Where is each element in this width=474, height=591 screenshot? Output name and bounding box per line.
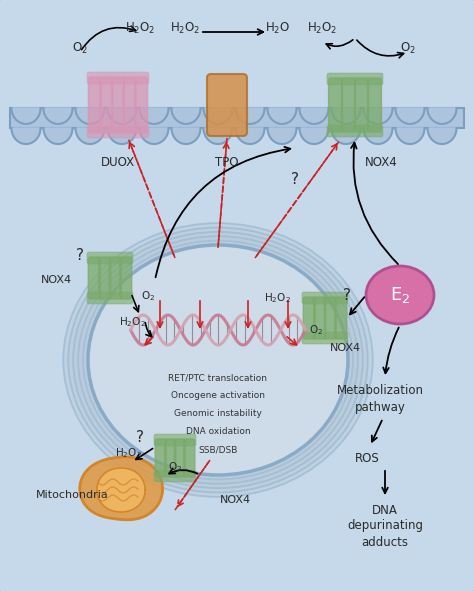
Text: RET/PTC translocation: RET/PTC translocation	[168, 374, 267, 382]
Polygon shape	[172, 108, 201, 124]
Polygon shape	[331, 128, 361, 144]
FancyBboxPatch shape	[87, 72, 149, 84]
Polygon shape	[44, 128, 73, 144]
Text: NOX4: NOX4	[330, 343, 361, 353]
Polygon shape	[172, 128, 201, 144]
Polygon shape	[75, 128, 105, 144]
FancyBboxPatch shape	[154, 434, 196, 446]
Polygon shape	[395, 108, 425, 124]
Text: O$_2$: O$_2$	[168, 460, 182, 474]
Polygon shape	[139, 128, 169, 144]
Text: H$_2$O$_2$: H$_2$O$_2$	[118, 315, 146, 329]
Text: ROS: ROS	[355, 452, 379, 465]
FancyBboxPatch shape	[111, 77, 124, 133]
FancyBboxPatch shape	[367, 78, 382, 132]
FancyBboxPatch shape	[155, 439, 166, 477]
Polygon shape	[44, 108, 73, 124]
FancyBboxPatch shape	[328, 78, 342, 132]
FancyBboxPatch shape	[120, 257, 132, 299]
Text: H$_2$O$_2$: H$_2$O$_2$	[170, 21, 200, 35]
Text: Metabolization: Metabolization	[337, 384, 423, 397]
FancyBboxPatch shape	[302, 292, 348, 304]
FancyBboxPatch shape	[335, 297, 347, 339]
Polygon shape	[75, 108, 105, 124]
Polygon shape	[80, 457, 163, 519]
Text: O$_2$: O$_2$	[72, 40, 88, 56]
Text: NOX4: NOX4	[41, 275, 72, 285]
Text: H$_2$O$_2$: H$_2$O$_2$	[125, 21, 155, 35]
Text: adducts: adducts	[362, 535, 409, 548]
FancyBboxPatch shape	[135, 77, 147, 133]
Polygon shape	[236, 108, 264, 124]
FancyBboxPatch shape	[109, 257, 121, 299]
Text: Genomic instability: Genomic instability	[174, 410, 262, 418]
Text: NOX4: NOX4	[220, 495, 251, 505]
Text: ?: ?	[291, 173, 299, 187]
Text: pathway: pathway	[355, 401, 405, 414]
FancyBboxPatch shape	[324, 297, 336, 339]
Text: DUOX: DUOX	[101, 157, 135, 170]
Ellipse shape	[366, 266, 434, 324]
Text: E$_2$: E$_2$	[390, 285, 410, 305]
Text: H$_2$O$_2$: H$_2$O$_2$	[307, 21, 337, 35]
Text: DNA: DNA	[372, 504, 398, 517]
FancyBboxPatch shape	[342, 78, 356, 132]
Text: H$_2$O: H$_2$O	[265, 21, 291, 35]
Text: NOX4: NOX4	[365, 157, 398, 170]
Text: TPO: TPO	[215, 157, 239, 170]
Text: depurinating: depurinating	[347, 519, 423, 532]
Polygon shape	[300, 108, 328, 124]
Polygon shape	[11, 128, 41, 144]
FancyBboxPatch shape	[123, 77, 136, 133]
Ellipse shape	[88, 245, 348, 475]
Polygon shape	[364, 128, 392, 144]
Ellipse shape	[64, 223, 373, 497]
Text: H$_2$O$_2$: H$_2$O$_2$	[115, 446, 141, 460]
FancyBboxPatch shape	[154, 470, 196, 482]
Polygon shape	[267, 108, 297, 124]
Text: O$_2$: O$_2$	[400, 40, 416, 56]
Polygon shape	[236, 128, 264, 144]
Text: Oncogene activation: Oncogene activation	[171, 391, 265, 401]
Ellipse shape	[73, 232, 363, 488]
Polygon shape	[300, 128, 328, 144]
Polygon shape	[203, 128, 233, 144]
FancyBboxPatch shape	[87, 292, 133, 304]
FancyBboxPatch shape	[327, 125, 383, 137]
FancyBboxPatch shape	[183, 439, 195, 477]
Ellipse shape	[83, 241, 353, 479]
FancyBboxPatch shape	[327, 73, 383, 85]
Polygon shape	[331, 108, 361, 124]
Polygon shape	[364, 108, 392, 124]
FancyBboxPatch shape	[314, 297, 326, 339]
FancyBboxPatch shape	[87, 126, 149, 138]
Text: O$_2$: O$_2$	[141, 289, 155, 303]
FancyBboxPatch shape	[207, 74, 247, 136]
Text: O$_2$: O$_2$	[309, 323, 323, 337]
Text: SSB/DSB: SSB/DSB	[198, 446, 237, 454]
Polygon shape	[11, 108, 41, 124]
FancyBboxPatch shape	[302, 332, 348, 344]
FancyBboxPatch shape	[88, 77, 101, 133]
FancyBboxPatch shape	[88, 257, 100, 299]
Text: H$_2$O$_2$: H$_2$O$_2$	[264, 291, 291, 305]
Polygon shape	[139, 108, 169, 124]
FancyBboxPatch shape	[164, 439, 176, 477]
Ellipse shape	[78, 236, 358, 484]
Polygon shape	[267, 128, 297, 144]
Polygon shape	[428, 128, 456, 144]
Text: DNA oxidation: DNA oxidation	[186, 427, 250, 437]
FancyBboxPatch shape	[87, 252, 133, 264]
Text: ?: ?	[136, 430, 144, 446]
Polygon shape	[108, 128, 137, 144]
Polygon shape	[203, 108, 233, 124]
Text: Mitochondria: Mitochondria	[36, 490, 109, 500]
FancyBboxPatch shape	[174, 439, 185, 477]
FancyBboxPatch shape	[100, 77, 113, 133]
Polygon shape	[395, 128, 425, 144]
FancyBboxPatch shape	[99, 257, 111, 299]
Polygon shape	[428, 108, 456, 124]
FancyBboxPatch shape	[303, 297, 315, 339]
Polygon shape	[108, 108, 137, 124]
